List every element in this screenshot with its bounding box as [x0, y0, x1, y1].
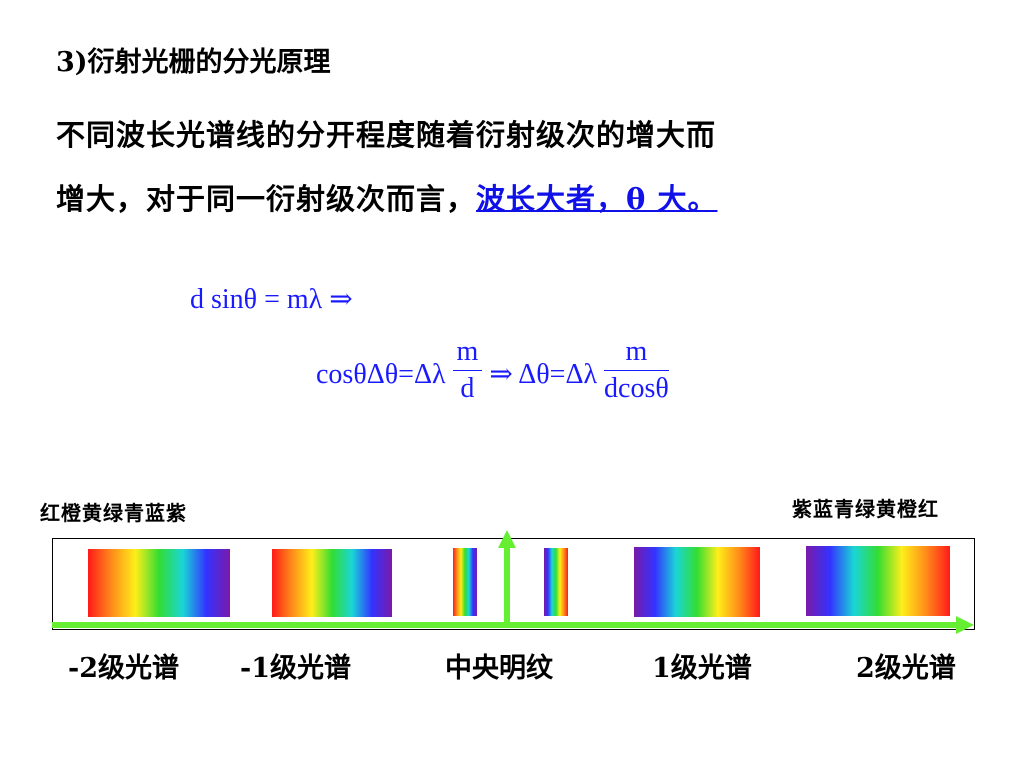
paragraph-line-2-prefix: 增大，对于同一衍射级次而言，	[56, 182, 477, 216]
spectrum-central-left	[453, 548, 477, 616]
label-order-plus-2: 2级光谱	[856, 653, 956, 684]
paragraph-line-2: 增大，对于同一衍射级次而言，波长大者，θ 大。	[56, 176, 717, 218]
spectrum-frame	[52, 538, 975, 630]
spectrum-minus-2	[88, 549, 230, 617]
equation-derivative-mid: ⇒ Δθ=Δλ	[489, 358, 598, 390]
spectrum-central-right	[544, 548, 568, 616]
spectrum-plus-2	[806, 546, 950, 616]
fraction-m-over-dcos: m dcosθ	[604, 334, 669, 407]
label-order-plus-1: 1级光谱	[652, 653, 752, 684]
vertical-arrow-head	[498, 530, 516, 548]
spectrum-plus-1	[634, 547, 760, 617]
paragraph-line-1: 不同波长光谱线的分开程度随着衍射级次的增大而	[56, 118, 717, 152]
highlight-conclusion: 波长大者，θ 大。	[476, 182, 718, 216]
color-order-left: 红橙黄绿青蓝紫	[40, 501, 187, 525]
color-order-right: 紫蓝青绿黄橙红	[792, 497, 939, 521]
equation-derivative-left: cosθΔθ=Δλ	[316, 358, 446, 390]
fraction-1-denominator: d	[460, 373, 475, 404]
label-central-fringe: 中央明纹	[445, 653, 553, 684]
equation-grating: d sinθ = mλ ⇒	[190, 284, 353, 315]
fraction-m-over-d: m d	[452, 334, 483, 407]
label-order-minus-1: -1级光谱	[240, 653, 351, 684]
spectrum-minus-1	[272, 549, 392, 617]
horizontal-arrow-head	[956, 616, 974, 634]
equation-derivative: cosθΔθ=Δλ m d ⇒ Δθ=Δλ m dcosθ	[316, 336, 669, 413]
fraction-1-numerator: m	[452, 334, 483, 371]
label-order-minus-2: -2级光谱	[68, 653, 179, 684]
fraction-2-numerator: m	[604, 334, 669, 371]
slide-heading: 3)衍射光栅的分光原理	[56, 47, 331, 78]
fraction-2-denominator: dcosθ	[604, 373, 669, 404]
